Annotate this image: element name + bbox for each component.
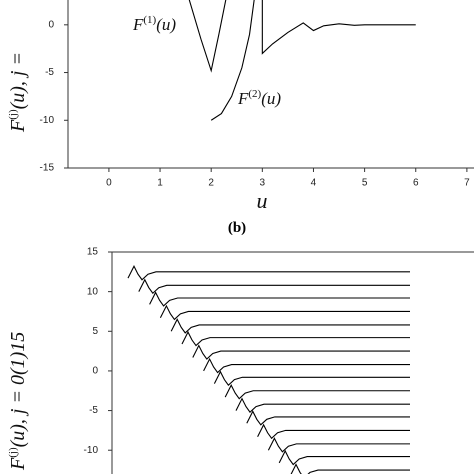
y-tick-label: -10 <box>84 445 99 456</box>
y-axis-label: F(j)(u), j = 0(1)15 <box>7 332 29 471</box>
annotation-tail: (u) <box>261 89 281 108</box>
y-tick-label: -15 <box>40 163 55 174</box>
annotation-base: F <box>132 15 144 34</box>
plot-area <box>188 0 416 121</box>
line <box>235 397 410 413</box>
y-label-sup: (j) <box>7 447 19 458</box>
line <box>127 265 410 281</box>
line <box>278 449 410 466</box>
y-label-sup: (j) <box>7 109 19 120</box>
line <box>149 291 410 307</box>
line <box>213 370 410 387</box>
line <box>267 437 410 453</box>
annotation: F(2)(u) <box>237 88 281 108</box>
line <box>261 0 416 55</box>
line <box>257 423 410 440</box>
y-tick-label: 15 <box>87 247 99 258</box>
annotation-tail: (u) <box>156 15 176 34</box>
x-tick-label: 0 <box>106 178 112 189</box>
y-axis-label: F(j)(u), j = <box>7 52 29 133</box>
y-tick-label: 0 <box>92 366 98 377</box>
y-label-base: F <box>7 457 29 471</box>
x-axis-label: u <box>257 188 268 213</box>
line <box>290 463 410 474</box>
y-tick-label: 0 <box>48 19 54 30</box>
line <box>224 383 410 400</box>
x-tick-label: 6 <box>413 178 419 189</box>
x-tick-label: 4 <box>311 178 317 189</box>
line <box>159 304 410 321</box>
panel-label: (b) <box>228 220 246 236</box>
y-tick-label: -10 <box>40 115 55 126</box>
y-tick-label: -5 <box>89 405 98 416</box>
y-tick-label: -5 <box>45 67 54 78</box>
y-label-tail: (u), j = <box>7 52 29 109</box>
annotation-base: F <box>237 89 249 108</box>
line <box>181 330 410 347</box>
line <box>203 357 410 374</box>
x-tick-label: 3 <box>260 178 266 189</box>
annotation-sup: (1) <box>143 14 156 26</box>
line <box>138 278 410 295</box>
x-tick-label: 7 <box>464 178 470 189</box>
line <box>192 344 410 360</box>
y-label-tail: (u), j = 0(1)15 <box>7 332 29 448</box>
line <box>170 318 410 334</box>
x-tick-label: 5 <box>362 178 368 189</box>
x-tick-label: 1 <box>157 178 163 189</box>
y-label-base: F <box>7 119 29 133</box>
y-tick-label: 10 <box>87 286 99 297</box>
y-tick-label: 5 <box>92 326 98 337</box>
line <box>210 0 255 121</box>
line <box>188 0 227 73</box>
x-tick-label: 2 <box>208 178 214 189</box>
annotation-sup: (2) <box>248 88 261 100</box>
annotation: F(1)(u) <box>132 14 176 34</box>
line <box>246 410 410 426</box>
plot-area <box>127 265 410 474</box>
